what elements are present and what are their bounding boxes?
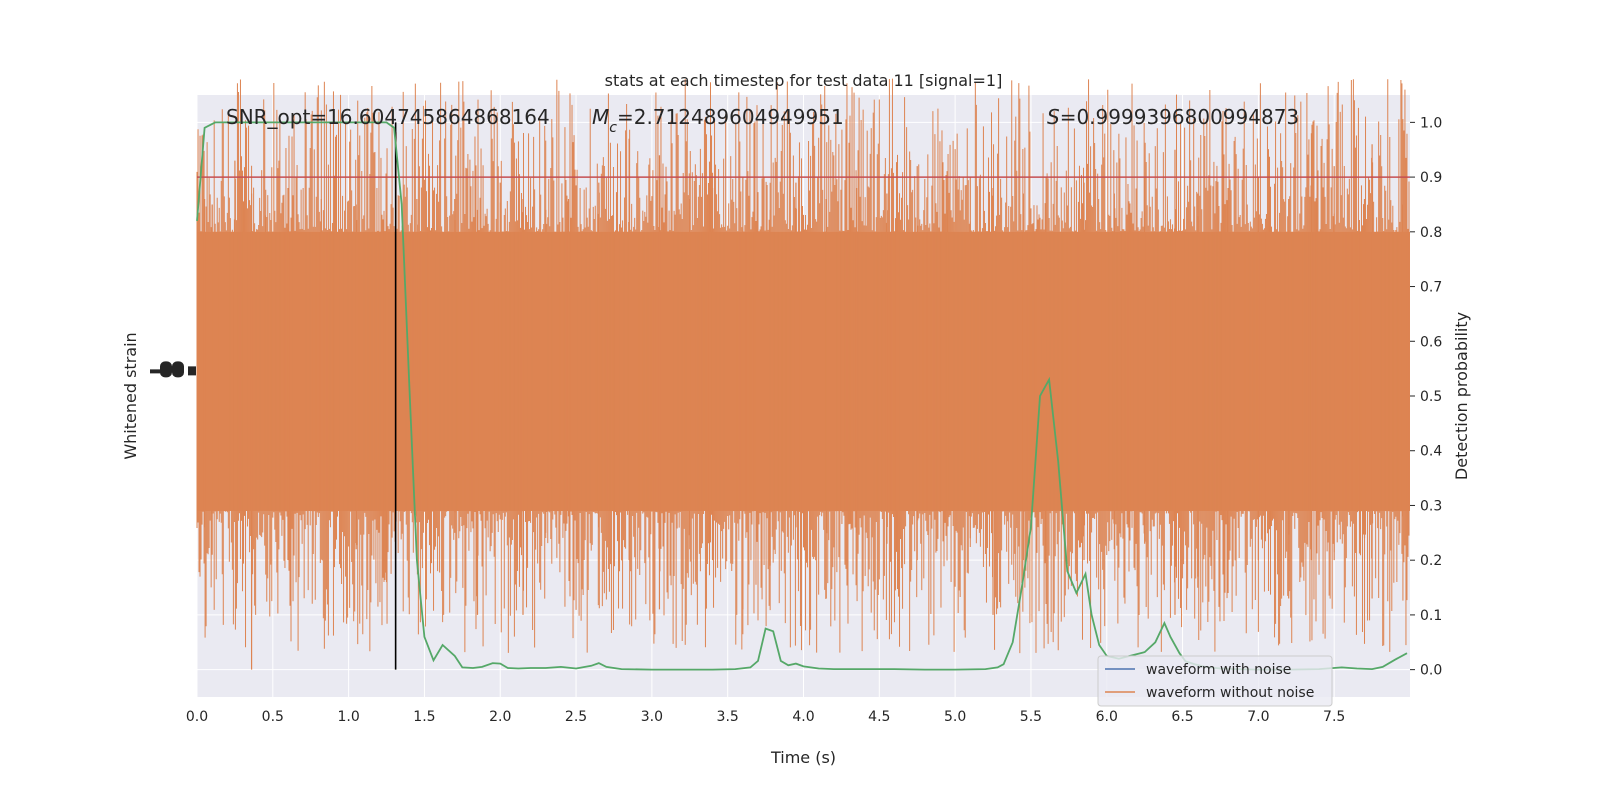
s-annotation: S=0.9999396800994873 xyxy=(1047,105,1299,129)
x-tick-label: 3.5 xyxy=(717,709,739,725)
y-right-tick-label: 0.6 xyxy=(1420,334,1442,350)
y-right-tick-label: 0.7 xyxy=(1420,280,1442,296)
x-tick-label: 0.5 xyxy=(262,709,284,725)
s-value: =0.9999396800994873 xyxy=(1060,105,1299,129)
x-tick-label: 7.5 xyxy=(1323,709,1345,725)
y-right-tick-label: 0.3 xyxy=(1420,498,1442,514)
y-right-tick-label: 0.1 xyxy=(1420,608,1442,624)
y-right-tick-label: 0.4 xyxy=(1420,444,1442,460)
mc-symbol: M xyxy=(592,105,609,129)
y-right-tick-label: 0.5 xyxy=(1420,389,1442,405)
x-tick-label: 7.0 xyxy=(1247,709,1269,725)
tick-blob xyxy=(172,361,184,378)
y-right-tick-label: 0.0 xyxy=(1420,663,1442,679)
chirp-mass-annotation: Mc=2.712489604949951 xyxy=(592,105,844,136)
x-tick-label: 2.5 xyxy=(565,709,587,725)
y-right-tick-label: 1.0 xyxy=(1420,115,1442,131)
y-right-tick-label: 0.9 xyxy=(1420,170,1442,186)
x-tick-label: 4.5 xyxy=(868,709,890,725)
x-axis-label: Time (s) xyxy=(770,748,836,767)
left-axis-overlapping-ticks xyxy=(150,361,196,378)
chart-title: stats at each timestep for test data 11 … xyxy=(605,71,1003,90)
detection-probability-line xyxy=(196,121,1408,671)
tick-blob xyxy=(150,369,162,374)
probability-series xyxy=(196,121,1408,671)
tick-blob xyxy=(160,361,172,378)
noise-band xyxy=(196,78,1410,670)
s-symbol: S xyxy=(1047,105,1060,129)
mc-subscript: c xyxy=(609,120,617,136)
x-tick-label: 0.0 xyxy=(186,709,208,725)
tick-blob xyxy=(188,366,196,376)
x-tick-label: 1.5 xyxy=(413,709,435,725)
legend-entry-noise: waveform with noise xyxy=(1146,662,1291,678)
x-tick-label: 4.0 xyxy=(792,709,814,725)
x-tick-label: 5.5 xyxy=(1020,709,1042,725)
x-tick-label: 5.0 xyxy=(944,709,966,725)
x-tick-label: 3.0 xyxy=(641,709,663,725)
x-tick-label: 6.5 xyxy=(1171,709,1193,725)
mc-value: =2.712489604949951 xyxy=(617,105,844,129)
axes: 0.0 0.5 1.0 1.5 2.0 2.5 3.0 3.5 4.0 4.5 5.0 5.5 6.0 6… xyxy=(186,115,1442,725)
legend-box xyxy=(1097,655,1333,707)
legend: waveform with noise waveform without noi… xyxy=(1097,655,1333,707)
y-right-tick-label: 0.8 xyxy=(1420,225,1442,241)
y-axis-right-label: Detection probability xyxy=(1452,312,1471,480)
x-tick-label: 1.0 xyxy=(337,709,359,725)
y-right-tick-label: 0.2 xyxy=(1420,553,1442,569)
x-tick-label: 2.0 xyxy=(489,709,511,725)
y-axis-left-label: Whitened strain xyxy=(121,332,140,459)
x-tick-label: 6.0 xyxy=(1096,709,1118,725)
legend-entry-clean: waveform without noise xyxy=(1146,685,1314,701)
snr-annotation: SNR_opt=16.604745864868164 xyxy=(226,105,550,129)
